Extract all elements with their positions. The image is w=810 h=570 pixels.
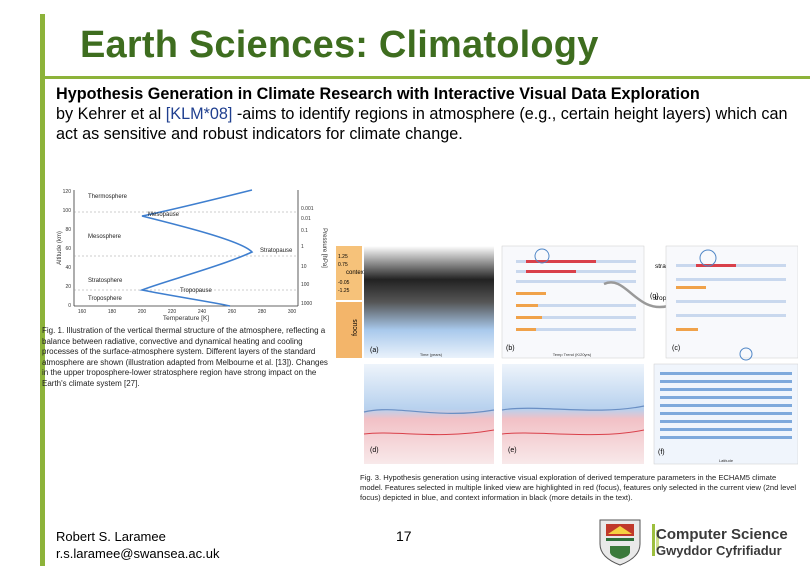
body-post: -aims to identify regions in atmosphere … bbox=[56, 105, 788, 143]
panel-label: (b) bbox=[506, 345, 515, 352]
y-tick: 120 bbox=[63, 189, 72, 195]
slide-title: Earth Sciences: Climatology bbox=[80, 24, 599, 66]
panel-label: (f) bbox=[658, 449, 665, 456]
layer-label: Mesopause bbox=[148, 212, 180, 218]
x-tick: 200 bbox=[138, 309, 147, 315]
y-tick: 20 bbox=[65, 284, 71, 290]
x-tick: 160 bbox=[78, 309, 87, 315]
panel-label: (a) bbox=[370, 347, 379, 354]
figure3-caption: Fig. 3. Hypothesis generation using inte… bbox=[360, 473, 797, 502]
p-tick: 1000 bbox=[301, 301, 312, 307]
p-tick: 1 bbox=[301, 244, 304, 250]
y-tick: 0 bbox=[68, 303, 71, 309]
layer-label: Stratopause bbox=[260, 248, 293, 254]
title-underline bbox=[40, 76, 810, 79]
author-email: r.s.laramee@swansea.ac.uk bbox=[56, 546, 220, 561]
slide-body: Hypothesis Generation in Climate Researc… bbox=[56, 84, 796, 144]
panel-label: (c) bbox=[672, 345, 680, 352]
department-name-welsh: Gwyddor Cyfrifiadur bbox=[656, 543, 782, 558]
panel-label: (d) bbox=[370, 447, 379, 454]
y-axis-label: Altitude (km) bbox=[57, 231, 63, 265]
x-tick: 220 bbox=[168, 309, 177, 315]
x-tick: 240 bbox=[198, 309, 207, 315]
axis-trend: Temp Trend (K/20yrs) bbox=[553, 352, 592, 357]
panel-label: (e) bbox=[508, 447, 517, 454]
x-tick: 260 bbox=[228, 309, 237, 315]
panel-e-plot bbox=[502, 364, 644, 464]
left-value: -1.25 bbox=[338, 288, 350, 294]
p-tick: 10 bbox=[301, 264, 307, 270]
y-tick: 80 bbox=[65, 227, 71, 233]
panel-label: (g) bbox=[650, 293, 659, 300]
footer-author-block: Robert S. Laramee r.s.laramee@swansea.ac… bbox=[56, 528, 220, 562]
department-mark-icon bbox=[652, 524, 659, 556]
x-tick: 180 bbox=[108, 309, 117, 315]
subtitle-bold: Hypothesis Generation in Climate Researc… bbox=[56, 85, 700, 103]
p-tick: 0.001 bbox=[301, 206, 314, 212]
layer-label: Tropopause bbox=[180, 288, 212, 294]
y-tick: 100 bbox=[63, 208, 72, 214]
left-value: 1.25 bbox=[338, 254, 348, 260]
panel-d-plot bbox=[364, 364, 494, 464]
page-number: 17 bbox=[396, 528, 412, 544]
axis-latitude: Latitude bbox=[719, 458, 734, 463]
y-tick: 60 bbox=[65, 246, 71, 252]
layer-label: Thermosphere bbox=[88, 194, 128, 200]
university-crest-icon bbox=[599, 519, 641, 566]
x-tick: 300 bbox=[288, 309, 297, 315]
left-value: 0.75 bbox=[338, 262, 348, 268]
atmosphere-profile-figure: 120 100 80 60 40 20 0 0.001 0.01 0.1 1 1… bbox=[52, 186, 330, 322]
x-tick: 280 bbox=[258, 309, 267, 315]
context-label: context bbox=[346, 270, 366, 276]
axis-time: Time (years) bbox=[420, 352, 443, 357]
y-tick: 40 bbox=[65, 265, 71, 271]
panel-b-plot bbox=[501, 245, 645, 359]
layer-label: Stratosphere bbox=[88, 278, 123, 284]
focus-label: focus bbox=[352, 319, 359, 336]
right-axis-label: Pressure [hPa] bbox=[321, 228, 327, 268]
linked-views-figure: context focus 1.25 0.75 -0.05 -1.25 (a) … bbox=[336, 245, 798, 465]
layer-label: Troposphere bbox=[88, 296, 122, 302]
p-tick: 0.1 bbox=[301, 228, 308, 234]
temperature-profile-curve bbox=[139, 189, 254, 307]
citation-ref: [KLM*08] bbox=[165, 105, 233, 123]
author-name: Robert S. Laramee bbox=[56, 529, 166, 544]
figure1-caption: Fig. 1. Illustration of the vertical the… bbox=[42, 326, 328, 388]
left-value: -0.05 bbox=[338, 280, 350, 286]
layer-label: Mesosphere bbox=[88, 234, 122, 240]
x-axis-label: Temperature [K] bbox=[163, 315, 209, 322]
p-tick: 100 bbox=[301, 282, 310, 288]
p-tick: 0.01 bbox=[301, 216, 311, 222]
panel-a-plot bbox=[364, 246, 494, 358]
body-pre: by Kehrer et al bbox=[56, 105, 166, 123]
accent-vertical-bar bbox=[40, 14, 45, 566]
department-name-english: Computer Science bbox=[656, 526, 788, 543]
